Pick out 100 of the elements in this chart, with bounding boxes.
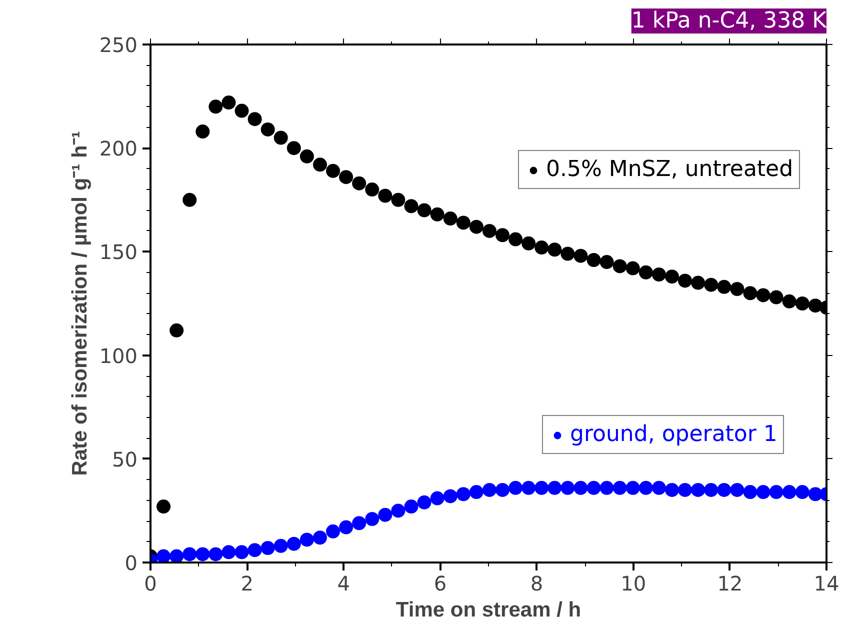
legend-label: 0.5% MnSZ, untreated <box>546 157 794 182</box>
point <box>312 530 327 545</box>
point <box>274 130 288 145</box>
point <box>548 480 562 495</box>
point <box>196 124 210 139</box>
point <box>326 524 340 538</box>
point <box>652 268 666 282</box>
x-tick-label: 2 <box>240 572 254 596</box>
point <box>208 547 223 562</box>
point <box>378 188 392 203</box>
point <box>743 485 758 500</box>
point <box>522 480 536 495</box>
point <box>404 500 418 514</box>
x-tick-label: 14 <box>814 572 840 596</box>
point <box>443 489 458 504</box>
point <box>560 480 575 495</box>
point <box>300 149 314 164</box>
point <box>456 487 470 502</box>
x-tick-label: 4 <box>337 572 350 596</box>
x-tick-label: 12 <box>717 572 743 596</box>
point <box>704 278 718 292</box>
point <box>326 164 340 178</box>
point <box>678 274 692 288</box>
point <box>339 170 354 184</box>
point <box>756 288 770 302</box>
point <box>782 485 796 500</box>
point <box>469 220 484 234</box>
point <box>482 224 496 238</box>
legend-label: ground, operator 1 <box>570 422 778 447</box>
point <box>222 96 236 110</box>
point <box>638 265 653 280</box>
point <box>352 176 366 190</box>
point <box>691 482 706 497</box>
point <box>430 207 444 222</box>
point <box>612 480 627 495</box>
point <box>496 482 510 497</box>
point <box>743 286 758 300</box>
point <box>312 158 327 172</box>
point <box>548 242 562 257</box>
point <box>730 482 744 497</box>
point <box>352 516 366 530</box>
point <box>691 276 706 290</box>
y-tick-label: 0 <box>124 551 138 575</box>
point <box>612 259 627 274</box>
point <box>430 491 444 506</box>
chart-title: 1 kPa n-C4, 338 K <box>631 8 828 34</box>
point <box>795 485 810 500</box>
point <box>769 485 784 500</box>
point <box>182 192 197 207</box>
point <box>586 253 601 267</box>
x-tick-label: 10 <box>620 572 646 596</box>
point <box>534 240 549 255</box>
x-axis-title: Time on stream / h <box>396 598 582 622</box>
point <box>795 296 810 310</box>
point <box>417 203 432 218</box>
point <box>664 482 679 497</box>
point <box>704 482 718 497</box>
point <box>652 480 666 495</box>
y-tick-label: 250 <box>99 33 138 57</box>
point <box>717 482 732 497</box>
y-tick-label: 200 <box>99 136 138 161</box>
point <box>456 216 470 230</box>
point <box>534 480 549 495</box>
point <box>560 246 575 261</box>
point <box>170 549 184 562</box>
point <box>234 545 249 560</box>
x-tick-label: 6 <box>434 572 447 596</box>
point <box>286 141 301 156</box>
point <box>260 541 275 555</box>
point <box>260 122 275 136</box>
point <box>182 547 197 562</box>
point <box>391 504 406 518</box>
point <box>365 182 380 197</box>
y-axis-title: Rate of isomerization / µmol g⁻¹ h⁻¹ <box>68 131 92 476</box>
point <box>482 482 496 497</box>
point <box>170 323 184 338</box>
point <box>404 199 418 214</box>
point <box>626 261 640 276</box>
point <box>508 232 523 246</box>
point <box>378 508 392 522</box>
point <box>391 192 406 207</box>
point <box>756 485 770 500</box>
point <box>574 248 588 263</box>
point <box>156 549 171 562</box>
point <box>626 480 640 495</box>
point <box>156 500 171 514</box>
point <box>730 282 744 296</box>
point <box>208 100 223 114</box>
point <box>365 512 380 526</box>
point <box>664 270 679 284</box>
point <box>522 236 536 250</box>
point <box>586 480 601 495</box>
point <box>508 480 523 495</box>
point <box>222 545 236 560</box>
point <box>782 294 796 308</box>
point <box>300 532 314 547</box>
point <box>196 547 210 562</box>
point <box>769 290 784 304</box>
point <box>248 543 262 558</box>
point <box>808 298 822 313</box>
